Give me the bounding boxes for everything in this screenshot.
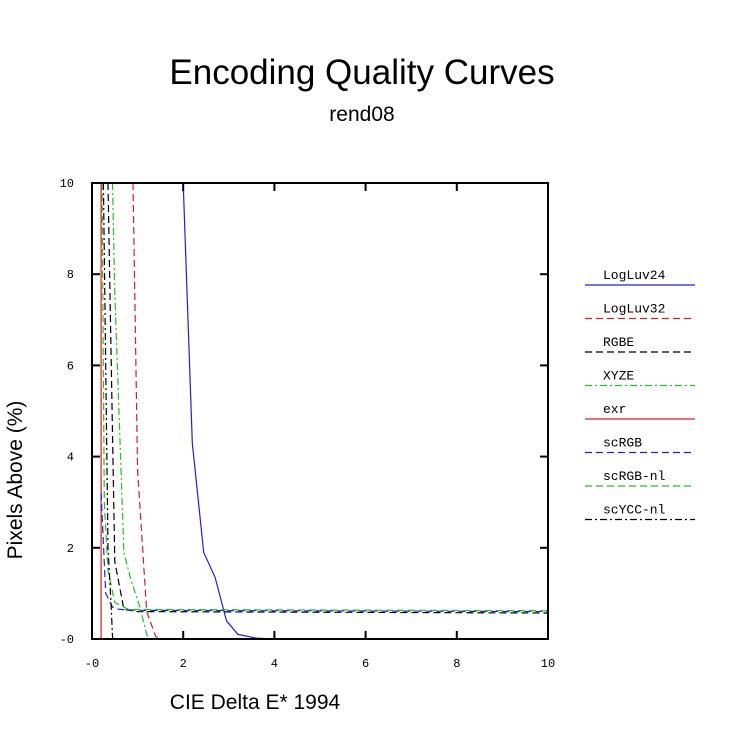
series-line-scycc-nl <box>102 182 548 640</box>
plot-frame <box>91 182 549 640</box>
legend-label: scRGB <box>603 436 642 451</box>
series-line-scrgb-nl <box>101 182 549 612</box>
legend: LogLuv24 LogLuv32 RGBE XYZE exr scRGB scRGB-nl… <box>585 268 695 521</box>
legend-label: scRGB-nl <box>603 469 666 484</box>
legend-label: exr <box>603 402 626 417</box>
x-tick-label: 6 <box>362 657 369 671</box>
series-line-logluv24 <box>182 182 548 640</box>
legend-label: LogLuv32 <box>603 302 665 317</box>
y-tick-label: 8 <box>67 268 74 282</box>
series-line-scrgb <box>100 493 549 613</box>
legend-label: LogLuv24 <box>603 268 666 283</box>
y-tick-label: 6 <box>67 359 74 373</box>
y-tick-label: 10 <box>60 177 74 191</box>
series-line-rgbe <box>107 182 549 614</box>
x-tick-label: 10 <box>541 657 555 671</box>
legend-label: XYZE <box>603 369 634 384</box>
axis-ticks: -0 2 4 6 8 10 -0 2 4 6 8 10 <box>60 177 556 671</box>
legend-label: scYCC-nl <box>603 503 666 518</box>
x-tick-label: 8 <box>453 657 460 671</box>
plot-lines <box>100 182 549 640</box>
series-line-exr <box>100 183 548 640</box>
x-tick-label: 2 <box>180 657 187 671</box>
y-tick-label: 2 <box>67 542 74 556</box>
legend-label: RGBE <box>603 335 634 350</box>
series-line-logluv32 <box>132 182 548 640</box>
chart-title: Encoding Quality Curves <box>169 53 554 92</box>
x-tick-label: 4 <box>271 657 278 671</box>
chart-subtitle: rend08 <box>329 103 394 126</box>
x-axis-label: CIE Delta E* 1994 <box>170 691 341 714</box>
y-tick-label: 4 <box>67 451 74 465</box>
y-axis-label: Pixels Above (%) <box>4 401 27 560</box>
y-tick-label: -0 <box>60 633 74 647</box>
x-tick-label: -0 <box>85 657 99 671</box>
series-line-xyze <box>111 182 548 640</box>
